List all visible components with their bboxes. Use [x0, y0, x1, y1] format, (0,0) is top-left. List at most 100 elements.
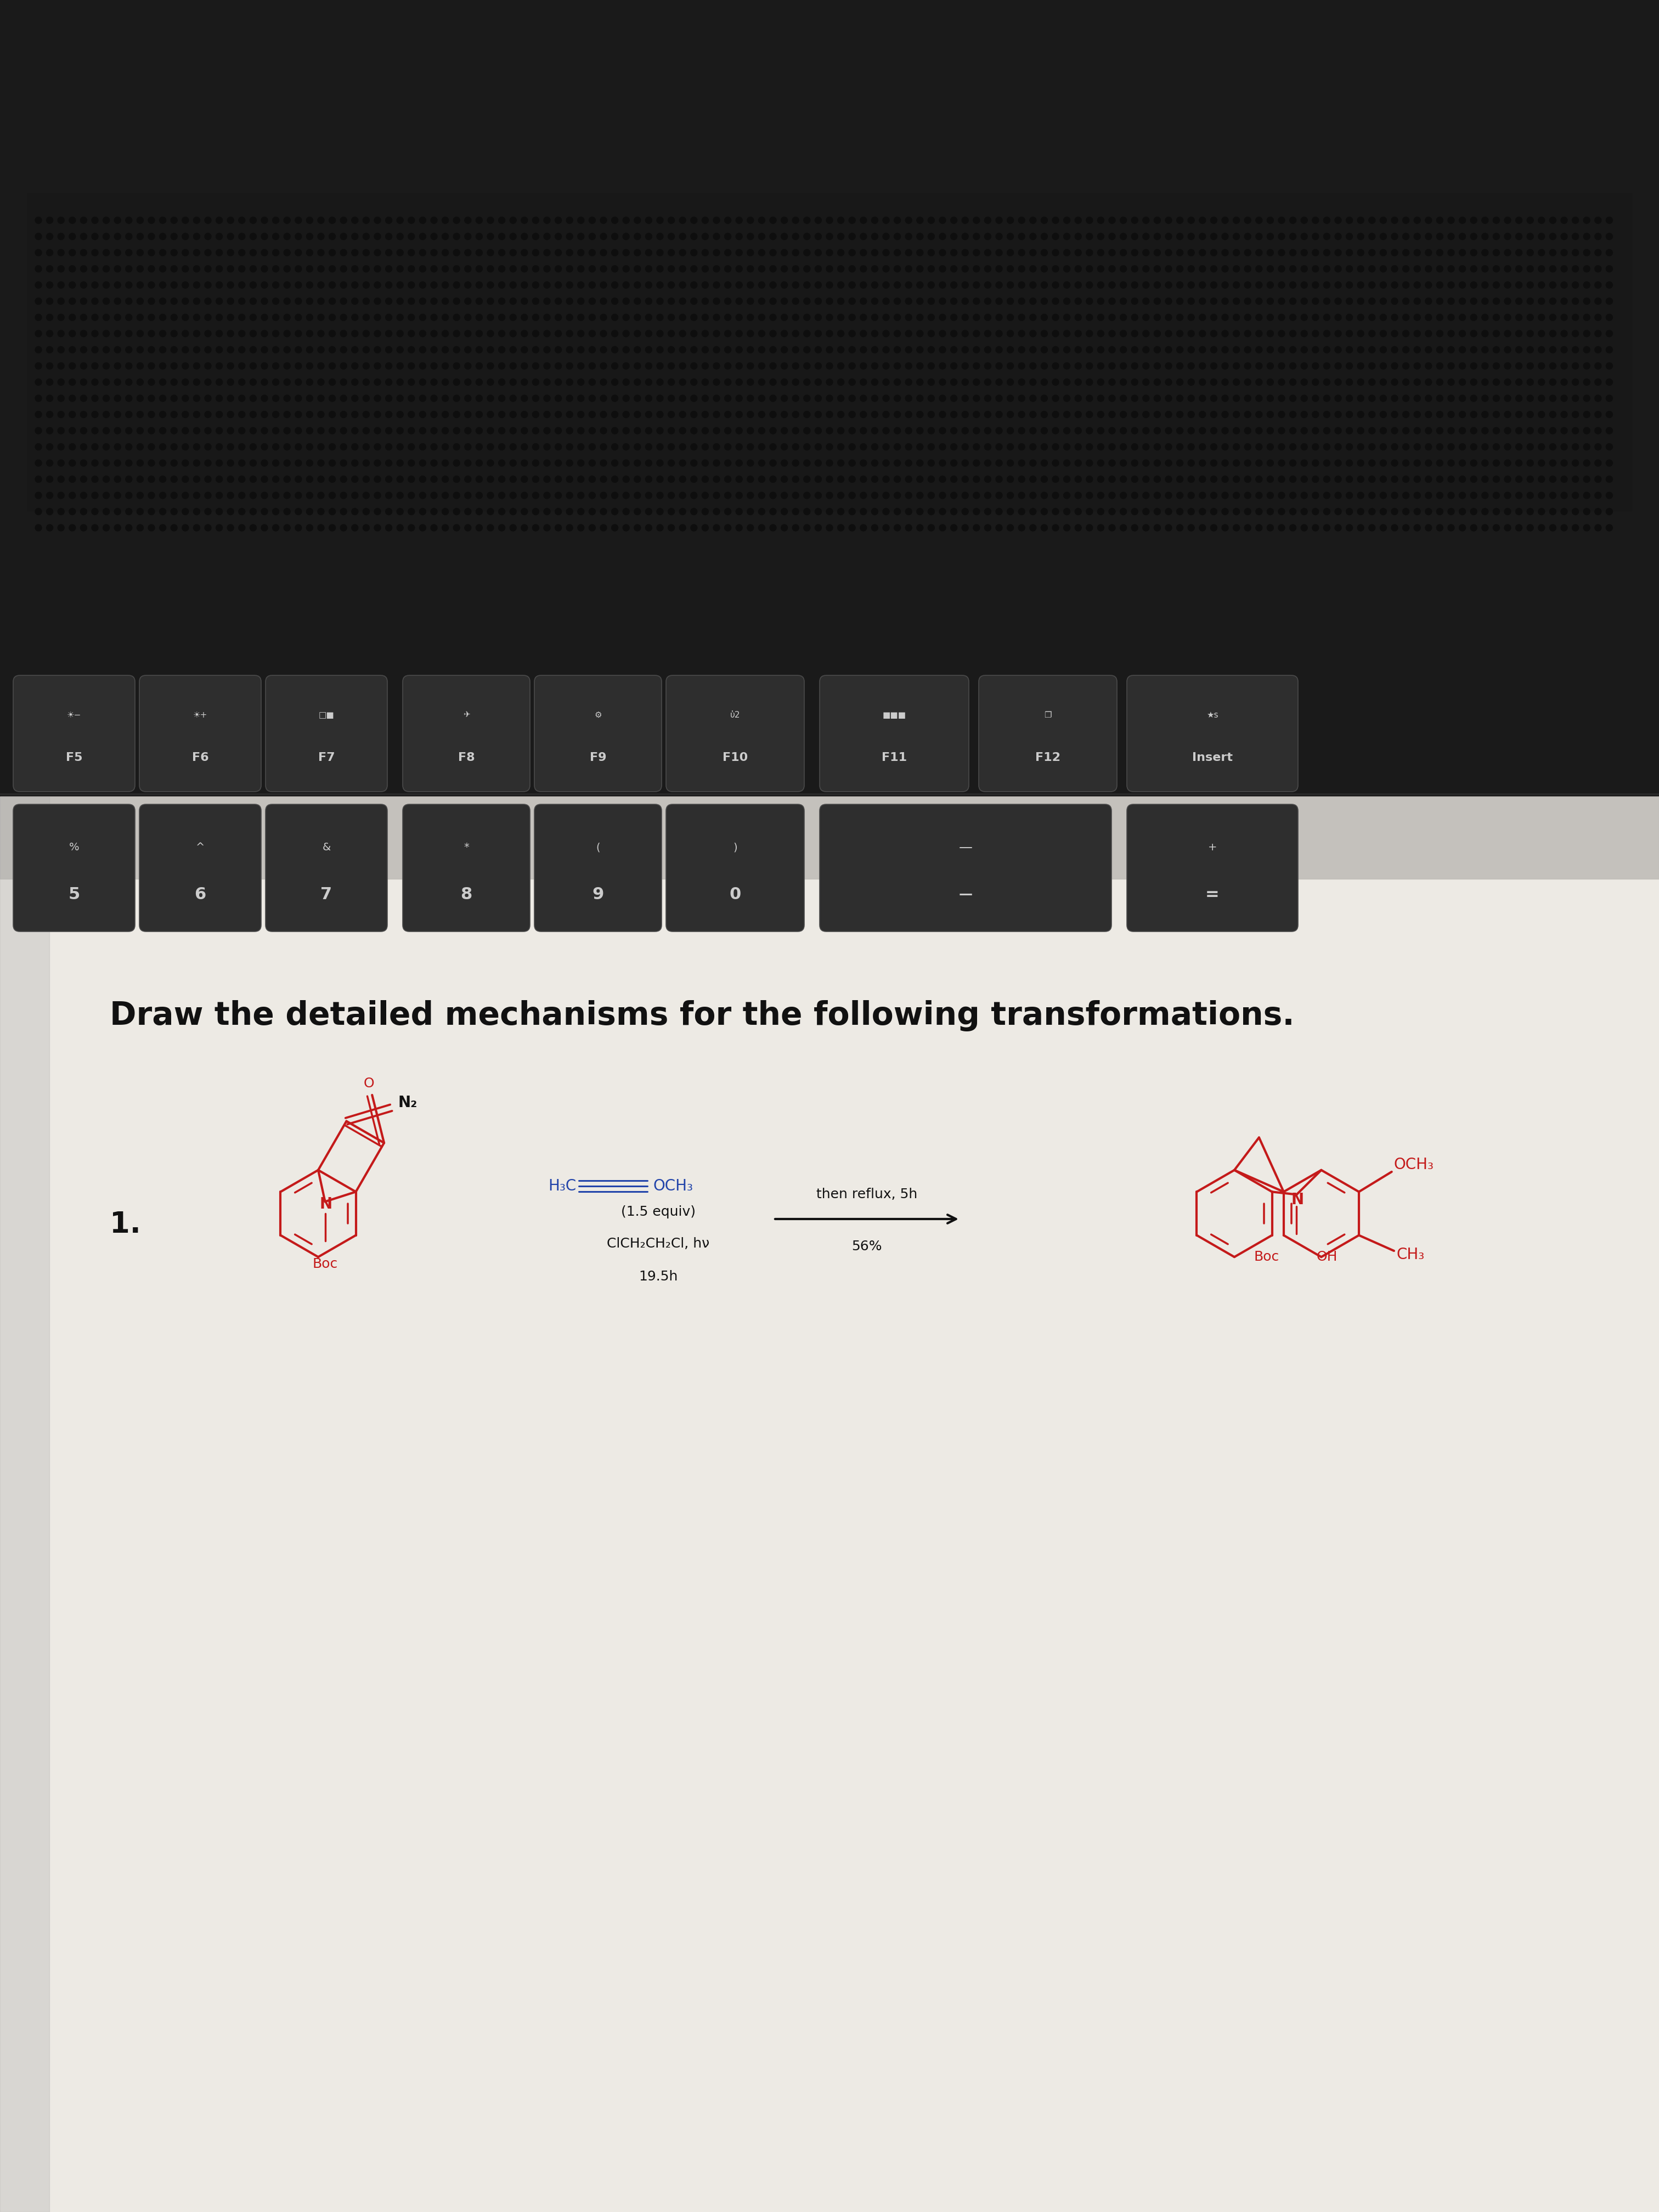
- Circle shape: [826, 396, 833, 403]
- Circle shape: [1244, 217, 1251, 223]
- Circle shape: [1019, 427, 1025, 434]
- Circle shape: [657, 330, 664, 336]
- Circle shape: [1030, 524, 1037, 531]
- Circle shape: [838, 217, 844, 223]
- Circle shape: [35, 232, 41, 239]
- Circle shape: [216, 509, 222, 515]
- Circle shape: [397, 265, 403, 272]
- Circle shape: [871, 232, 878, 239]
- Circle shape: [1493, 330, 1500, 336]
- Circle shape: [1526, 281, 1533, 288]
- Circle shape: [1402, 330, 1408, 336]
- Circle shape: [284, 427, 290, 434]
- Circle shape: [566, 524, 572, 531]
- Circle shape: [826, 314, 833, 321]
- Circle shape: [1087, 445, 1093, 449]
- Circle shape: [1526, 299, 1533, 305]
- Circle shape: [182, 281, 189, 288]
- Circle shape: [849, 378, 856, 385]
- Circle shape: [1573, 299, 1579, 305]
- Circle shape: [1052, 347, 1058, 354]
- Circle shape: [1211, 330, 1218, 336]
- Circle shape: [622, 445, 629, 449]
- Circle shape: [566, 250, 572, 257]
- Circle shape: [194, 378, 201, 385]
- Circle shape: [453, 427, 460, 434]
- Circle shape: [126, 250, 133, 257]
- Circle shape: [962, 314, 969, 321]
- Circle shape: [295, 476, 302, 482]
- Circle shape: [148, 476, 154, 482]
- Circle shape: [1221, 217, 1228, 223]
- Circle shape: [906, 427, 912, 434]
- Circle shape: [1221, 250, 1228, 257]
- Circle shape: [906, 281, 912, 288]
- Circle shape: [1108, 330, 1115, 336]
- Circle shape: [397, 363, 403, 369]
- Circle shape: [1040, 217, 1047, 223]
- Circle shape: [1267, 347, 1274, 354]
- Circle shape: [1345, 250, 1352, 257]
- Circle shape: [1526, 411, 1533, 418]
- Circle shape: [70, 460, 76, 467]
- Circle shape: [713, 396, 720, 403]
- Circle shape: [239, 217, 246, 223]
- FancyBboxPatch shape: [265, 805, 387, 931]
- Circle shape: [1052, 217, 1058, 223]
- Circle shape: [272, 460, 279, 467]
- Circle shape: [272, 265, 279, 272]
- Circle shape: [375, 476, 380, 482]
- Circle shape: [272, 427, 279, 434]
- Circle shape: [385, 232, 392, 239]
- Circle shape: [114, 509, 121, 515]
- Circle shape: [1165, 411, 1171, 418]
- Circle shape: [679, 491, 685, 498]
- Circle shape: [1176, 476, 1183, 482]
- Circle shape: [1335, 460, 1342, 467]
- Circle shape: [1357, 299, 1364, 305]
- Circle shape: [725, 314, 732, 321]
- Circle shape: [1402, 281, 1408, 288]
- Circle shape: [984, 250, 990, 257]
- Circle shape: [420, 411, 426, 418]
- Circle shape: [1583, 378, 1589, 385]
- Circle shape: [927, 250, 934, 257]
- Circle shape: [1505, 314, 1511, 321]
- Circle shape: [307, 232, 314, 239]
- Circle shape: [566, 330, 572, 336]
- Circle shape: [566, 460, 572, 467]
- Circle shape: [509, 330, 516, 336]
- Text: F12: F12: [1035, 752, 1060, 763]
- Circle shape: [713, 460, 720, 467]
- Circle shape: [1312, 217, 1319, 223]
- Circle shape: [815, 378, 821, 385]
- Circle shape: [1108, 460, 1115, 467]
- Circle shape: [995, 299, 1002, 305]
- Circle shape: [1030, 330, 1037, 336]
- Circle shape: [612, 299, 619, 305]
- Circle shape: [962, 378, 969, 385]
- Text: □■: □■: [319, 710, 335, 719]
- Circle shape: [1425, 445, 1432, 449]
- Circle shape: [1131, 217, 1138, 223]
- Circle shape: [91, 524, 98, 531]
- Circle shape: [1481, 232, 1488, 239]
- Circle shape: [1155, 491, 1161, 498]
- Circle shape: [58, 524, 65, 531]
- Circle shape: [284, 445, 290, 449]
- Circle shape: [317, 217, 324, 223]
- Circle shape: [204, 524, 211, 531]
- Circle shape: [114, 314, 121, 321]
- Circle shape: [171, 281, 178, 288]
- Circle shape: [91, 396, 98, 403]
- Circle shape: [601, 491, 607, 498]
- Circle shape: [657, 460, 664, 467]
- Circle shape: [1312, 281, 1319, 288]
- Circle shape: [284, 411, 290, 418]
- Circle shape: [509, 509, 516, 515]
- Circle shape: [1030, 476, 1037, 482]
- Circle shape: [871, 427, 878, 434]
- Circle shape: [58, 299, 65, 305]
- Circle shape: [737, 217, 742, 223]
- Circle shape: [793, 491, 800, 498]
